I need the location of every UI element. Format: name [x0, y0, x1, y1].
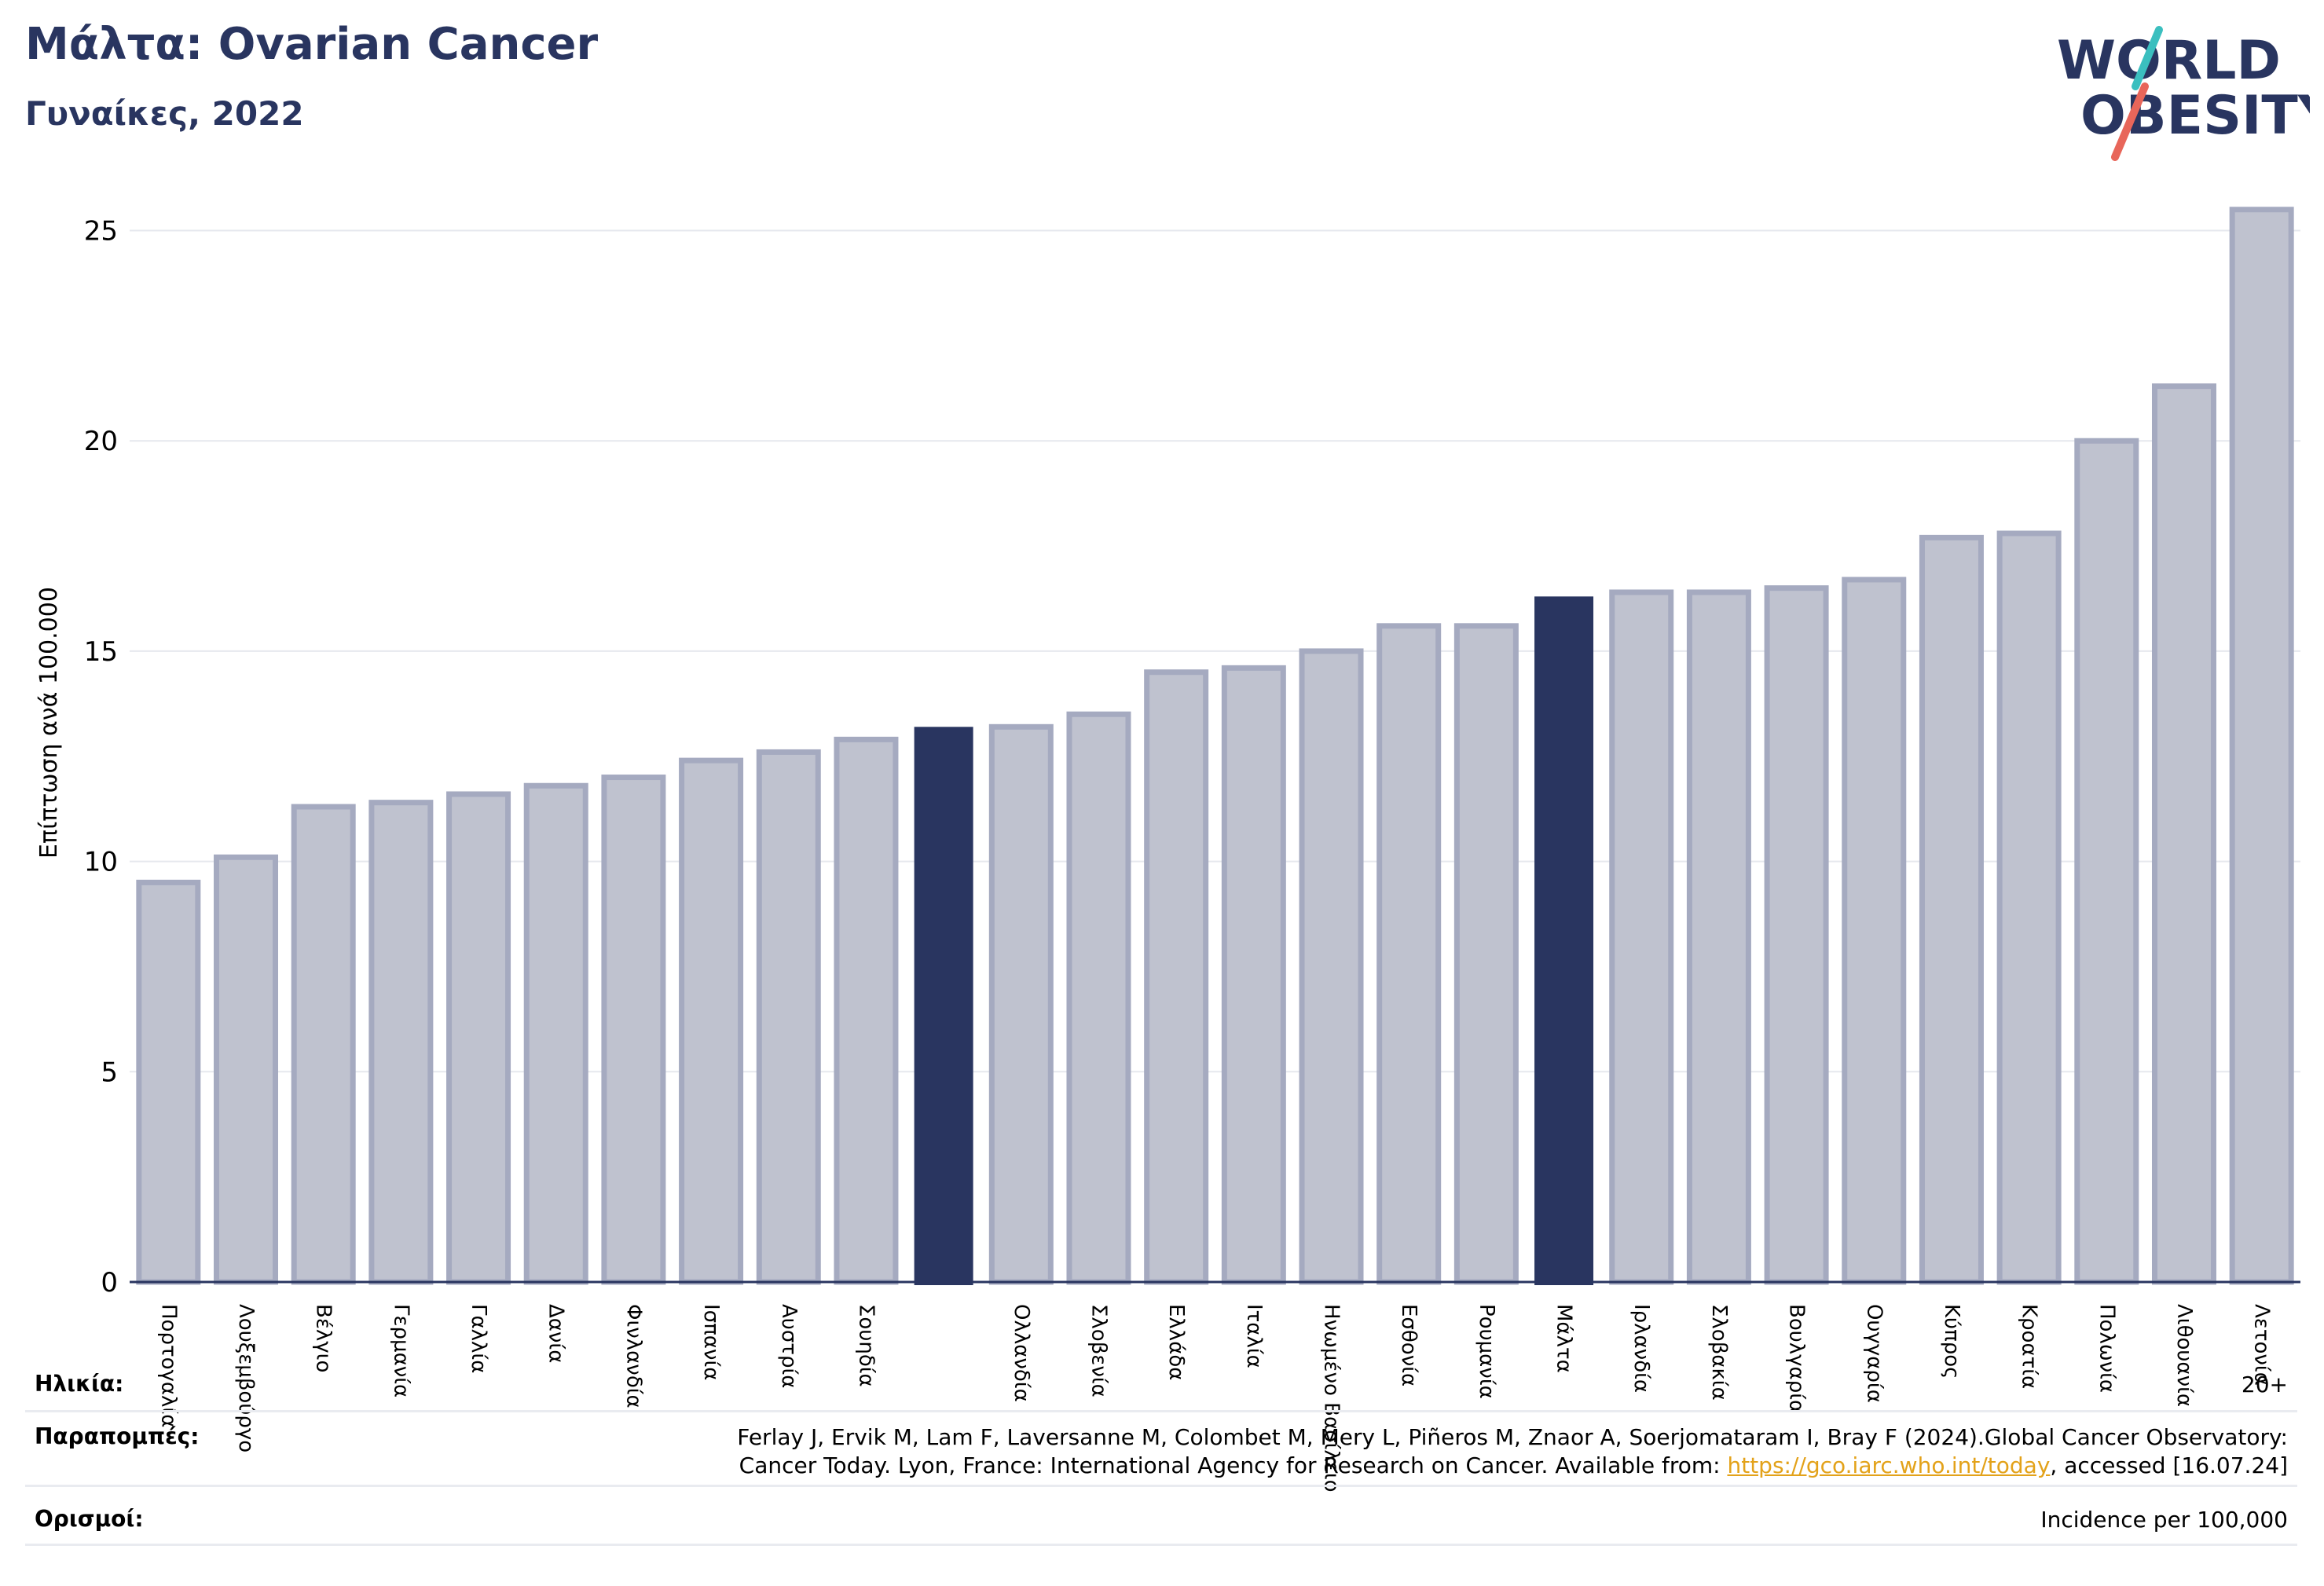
bar [2074, 438, 2139, 1285]
x-tick-label: Σουηδία [854, 1304, 878, 1387]
y-tick-label: 5 [101, 1057, 118, 1088]
logo-text-world: WORLD [2057, 30, 2281, 92]
bar [1686, 589, 1751, 1285]
x-tick-label: Ιρλανδία [1629, 1304, 1653, 1393]
world-obesity-logo: WORLD OBESITY [2057, 26, 2310, 161]
logo-text-obesity: OBESITY [2080, 85, 2310, 147]
x-tick-label: Φινλανδία [621, 1304, 645, 1408]
bar [914, 727, 973, 1285]
x-tick-label: Πολωνία [2095, 1304, 2118, 1393]
definition-label: Ορισμοί: [35, 1506, 144, 1532]
y-tick-label: 20 [84, 426, 118, 457]
x-tick-label: Ολλανδία [1010, 1304, 1033, 1402]
logo-slash-red [2111, 82, 2149, 161]
chart-title: Μάλτα: Ovarian Cancer [25, 19, 599, 70]
age-value: 20+ [2241, 1372, 2288, 1397]
reference-line-2-text: Cancer Today. Lyon, France: Internationa… [739, 1452, 1728, 1478]
reference-link[interactable]: https://gco.iarc.who.int/today [1727, 1452, 2051, 1478]
definition-value: Incidence per 100,000 [2040, 1507, 2288, 1533]
reference-accessed: , accessed [16.07.24] [2050, 1452, 2288, 1478]
bar [1376, 623, 1442, 1285]
bar [1919, 534, 1984, 1285]
bar [446, 791, 511, 1285]
x-tick-label: Γερμανία [389, 1304, 412, 1397]
y-tick-label: 25 [84, 216, 118, 247]
bar [1764, 585, 1829, 1285]
bar [2151, 383, 2216, 1285]
footer-definition-row: Ορισμοί: Incidence per 100,000 [25, 1487, 2297, 1546]
bar [1996, 530, 2062, 1285]
bar [1221, 665, 1286, 1285]
bar [214, 854, 279, 1285]
x-tick-label: Σλοβακία [1707, 1304, 1731, 1401]
x-axis-labels: Πορτογαλία Λουξεμβούργο Βέλγιο Γερμανία Γαλλ… [156, 1304, 2273, 1493]
bar [523, 782, 588, 1285]
x-tick-label: Ουγγαρία [1862, 1304, 1886, 1403]
bar [988, 723, 1054, 1285]
x-tick-label: Ιταλία [1242, 1304, 1266, 1368]
bar [368, 800, 434, 1285]
reference-label: Παραπομπές: [35, 1423, 200, 1449]
bar [1609, 589, 1674, 1285]
y-tick-label: 15 [84, 636, 118, 668]
bar [2229, 207, 2294, 1285]
bar [679, 757, 744, 1285]
bar [1453, 623, 1519, 1285]
bar [291, 804, 356, 1285]
age-label: Ηλικία: [35, 1371, 124, 1397]
y-tick-label: 0 [101, 1267, 118, 1298]
footer-age-row: Ηλικία: 20+ [25, 1355, 2297, 1412]
x-tick-label: Μάλτα [1552, 1304, 1576, 1373]
x-tick-label: Γαλλία [467, 1304, 490, 1373]
bar [756, 749, 821, 1285]
bar [136, 879, 201, 1285]
logo-slash-teal [2132, 26, 2163, 90]
bar [1534, 596, 1594, 1285]
reference-text: Ferlay J, Ervik M, Lam F, Laversanne M, … [737, 1423, 2288, 1480]
bar [601, 775, 666, 1285]
x-tick-label: Βουλγαρία [1785, 1304, 1809, 1413]
x-tick-label: Λουξεμβούργο [234, 1304, 258, 1452]
x-tick-label: Κύπρος [1940, 1304, 1963, 1379]
x-tick-label: Βέλγιο [312, 1304, 335, 1372]
footer-reference-row: Παραπομπές: Ferlay J, Ervik M, Lam F, La… [25, 1412, 2297, 1487]
x-tick-label: Ισπανία [699, 1304, 723, 1380]
y-axis-label: Επίπτωση ανά 100.000 [35, 587, 63, 859]
x-tick-label: Λιθουανία [2172, 1304, 2196, 1407]
x-tick-label: Σλοβενία [1087, 1304, 1110, 1397]
bar [834, 736, 899, 1285]
x-tick-label: Λετονία [2250, 1304, 2274, 1386]
bar [1842, 577, 1907, 1285]
chart-subtitle: Γυναίκες, 2022 [25, 94, 304, 133]
reference-line-1: Ferlay J, Ervik M, Lam F, Laversanne M, … [737, 1424, 2288, 1450]
x-tick-label: Ελλάδα [1164, 1304, 1188, 1380]
y-tick-label: 10 [84, 847, 118, 878]
x-tick-label: Ρουμανία [1475, 1304, 1498, 1399]
bar [1299, 648, 1364, 1285]
bars [136, 207, 2294, 1285]
x-tick-label: Δανία [544, 1304, 568, 1363]
reference-line-2: Cancer Today. Lyon, France: Internationa… [737, 1452, 2288, 1480]
x-tick-label: Εσθονία [1397, 1304, 1420, 1386]
x-tick-label: Κροατία [2018, 1304, 2041, 1389]
bar [1144, 669, 1209, 1285]
x-tick-label: Πορτογαλία [156, 1304, 180, 1427]
x-tick-label: Αυστρία [777, 1304, 801, 1388]
y-axis-ticks: 0 5 10 15 20 25 [84, 216, 118, 1298]
x-tick-label: Ηνωμένο Βασίλειο [1320, 1304, 1343, 1493]
bar [1066, 711, 1131, 1285]
